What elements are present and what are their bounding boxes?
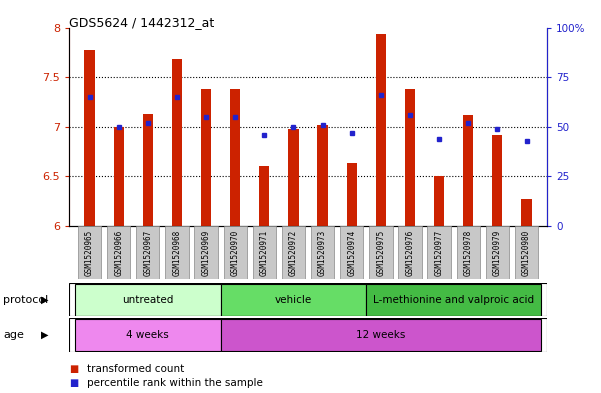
Text: age: age xyxy=(3,330,24,340)
Bar xyxy=(463,115,474,226)
Bar xyxy=(288,129,299,226)
Text: vehicle: vehicle xyxy=(275,295,312,305)
Bar xyxy=(427,226,451,279)
Text: GSM1520978: GSM1520978 xyxy=(464,230,473,276)
Text: GSM1520967: GSM1520967 xyxy=(143,230,152,276)
Bar xyxy=(114,127,124,226)
Bar xyxy=(252,226,276,279)
Bar xyxy=(492,135,502,226)
Bar xyxy=(515,226,538,279)
Text: GSM1520972: GSM1520972 xyxy=(289,230,298,276)
Bar xyxy=(172,59,182,226)
Text: GSM1520969: GSM1520969 xyxy=(201,230,210,276)
Text: GDS5624 / 1442312_at: GDS5624 / 1442312_at xyxy=(69,16,215,29)
Bar xyxy=(78,226,101,279)
Text: GSM1520977: GSM1520977 xyxy=(435,230,444,276)
Text: GSM1520965: GSM1520965 xyxy=(85,230,94,276)
Bar xyxy=(194,226,218,279)
Text: ▶: ▶ xyxy=(41,295,48,305)
Text: percentile rank within the sample: percentile rank within the sample xyxy=(87,378,263,388)
Bar xyxy=(230,89,240,226)
Bar xyxy=(224,226,247,279)
Bar xyxy=(84,50,94,226)
Bar xyxy=(259,167,269,226)
Bar xyxy=(311,226,334,279)
Bar xyxy=(165,226,189,279)
Bar xyxy=(405,89,415,226)
Text: ■: ■ xyxy=(69,364,78,374)
Text: GSM1520968: GSM1520968 xyxy=(172,230,182,276)
Bar xyxy=(347,163,357,226)
Text: untreated: untreated xyxy=(122,295,174,305)
Text: GSM1520973: GSM1520973 xyxy=(318,230,327,276)
Text: GSM1520971: GSM1520971 xyxy=(260,230,269,276)
Text: protocol: protocol xyxy=(3,295,48,305)
Text: ▶: ▶ xyxy=(41,330,48,340)
Text: GSM1520980: GSM1520980 xyxy=(522,230,531,276)
Text: GSM1520976: GSM1520976 xyxy=(406,230,415,276)
Bar xyxy=(107,226,130,279)
Bar xyxy=(340,226,364,279)
Bar xyxy=(201,89,211,226)
Bar xyxy=(486,226,509,279)
Text: transformed count: transformed count xyxy=(87,364,185,374)
Text: GSM1520966: GSM1520966 xyxy=(114,230,123,276)
Bar xyxy=(142,114,153,226)
Bar xyxy=(366,284,541,316)
Text: 12 weeks: 12 weeks xyxy=(356,330,406,340)
Bar xyxy=(75,319,221,351)
Text: 4 weeks: 4 weeks xyxy=(126,330,169,340)
Text: GSM1520970: GSM1520970 xyxy=(231,230,240,276)
Bar xyxy=(317,125,328,226)
Text: GSM1520979: GSM1520979 xyxy=(493,230,502,276)
Bar xyxy=(282,226,305,279)
Text: GSM1520975: GSM1520975 xyxy=(376,230,385,276)
Bar xyxy=(434,176,444,226)
Bar xyxy=(522,199,532,226)
Bar xyxy=(398,226,422,279)
Text: GSM1520974: GSM1520974 xyxy=(347,230,356,276)
Bar xyxy=(221,319,541,351)
Bar xyxy=(457,226,480,279)
Bar xyxy=(136,226,159,279)
Text: ■: ■ xyxy=(69,378,78,388)
Bar xyxy=(75,284,221,316)
Text: L-methionine and valproic acid: L-methionine and valproic acid xyxy=(373,295,534,305)
Bar xyxy=(376,35,386,226)
Bar xyxy=(221,284,366,316)
Bar xyxy=(369,226,392,279)
